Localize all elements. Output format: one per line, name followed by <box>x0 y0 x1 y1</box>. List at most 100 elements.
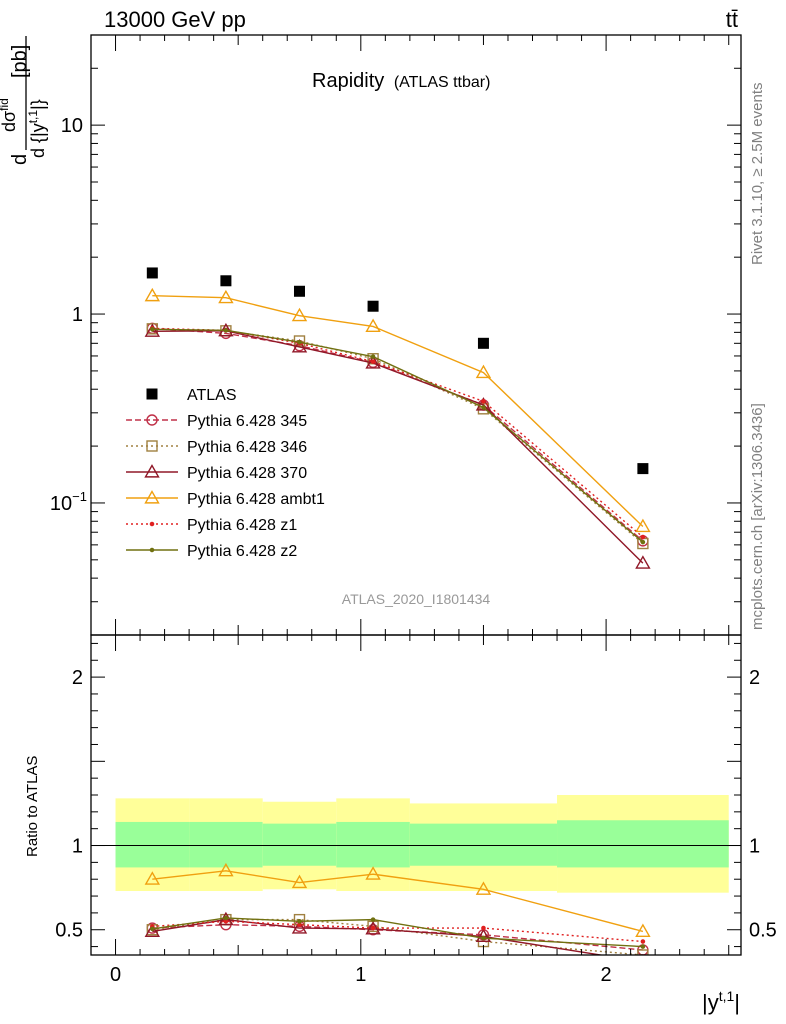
legend-label-p346: Pythia 6.428 346 <box>187 439 307 456</box>
ratio-y-tick-label: 2 <box>72 667 83 689</box>
legend-marker-z1 <box>149 521 155 527</box>
point-z2 <box>370 354 376 359</box>
svg-text:d: d <box>9 154 31 165</box>
x-axis-label: |yt,1| <box>702 988 740 1015</box>
ratio-y-tick-label-right: 0.5 <box>749 920 777 942</box>
axes: 10 1 10−1 2 2 1 1 0.5 0.5 0 1 2 <box>50 34 777 986</box>
main-y-axis-label: d dσfid d {|yt,1|} [pb] <box>0 36 48 165</box>
ratio-series-ambt1 <box>152 870 644 933</box>
y-tick-label: 1 <box>72 304 83 326</box>
point-ambt1 <box>365 318 381 332</box>
point-p370 <box>635 555 651 569</box>
series-line-p370 <box>152 330 644 564</box>
header-left: 13000 GeV pp <box>104 7 246 32</box>
ratio-point-z2 <box>640 944 646 949</box>
ratio-band-inner <box>115 821 190 868</box>
ratio-series-z1 <box>152 920 643 943</box>
point-ambt1 <box>635 518 651 533</box>
legend-marker-ambt1 <box>144 490 160 504</box>
point-ambt1 <box>144 287 161 302</box>
x-tick-label: 1 <box>355 964 366 986</box>
ratio-point-ambt1 <box>218 862 234 877</box>
ratio-y-tick-label: 0.5 <box>55 920 83 942</box>
ratio-point-ambt1 <box>475 881 492 895</box>
point-z1 <box>640 534 646 540</box>
legend-marker-z2 <box>149 547 155 553</box>
ratio-point-p370 <box>365 920 381 935</box>
point-z2 <box>150 327 155 332</box>
point-ambt1 <box>218 289 234 304</box>
legend-label-z1: Pythia 6.428 z1 <box>187 517 297 534</box>
series-line-p345 <box>152 327 644 542</box>
ratio-y-tick-label-right: 2 <box>749 667 760 689</box>
ratio-point-p370 <box>642 953 644 955</box>
legend: ATLAS Pythia 6.428 345 Pythia 6.428 346 Pyt… <box>126 387 325 560</box>
ratio-band-inner <box>189 821 263 868</box>
legend-marker-atlas <box>146 388 158 400</box>
ratio-point-p370 <box>475 928 492 943</box>
ratio-band-inner <box>557 820 729 868</box>
legend-label-z2: Pythia 6.428 z2 <box>187 543 297 560</box>
plot-title-sub: (ATLAS ttbar) <box>394 74 491 91</box>
point-p370 <box>144 323 161 337</box>
ratio-point-z2 <box>370 917 376 922</box>
point-z2 <box>223 328 229 333</box>
point-ambt1 <box>291 307 308 322</box>
ratio-point-z2 <box>150 926 155 932</box>
series-line-p346 <box>152 328 644 545</box>
ratio-band-inner <box>262 823 337 866</box>
point-z2 <box>640 539 646 545</box>
point-z1 <box>481 399 486 404</box>
series-line-ambt1 <box>152 295 644 528</box>
svg-text:d {|yt,1|}: d {|yt,1|} <box>26 99 48 158</box>
legend-label-data: ATLAS <box>187 387 237 404</box>
ratio-point-z2 <box>481 935 486 941</box>
ratio-point-ambt1 <box>291 874 308 889</box>
legend-marker-p370 <box>144 464 160 478</box>
point-z2 <box>297 339 302 345</box>
ratio-point-p346 <box>637 949 649 955</box>
data-point-atlas <box>637 463 649 475</box>
y-tick-label: 10 <box>61 115 83 137</box>
ratio-point-p370 <box>291 920 308 934</box>
legend-label-p370: Pythia 6.428 370 <box>187 465 307 482</box>
ratio-point-z1 <box>481 925 486 931</box>
ratio-point-ambt1 <box>144 871 161 885</box>
ratio-band-inner <box>336 821 410 868</box>
ratio-point-z1 <box>370 925 376 931</box>
x-tick-label: 2 <box>601 964 612 986</box>
analysis-id: ATLAS_2020_I1801434 <box>342 591 491 607</box>
header-right: tt̄ <box>726 7 738 32</box>
data-point-atlas <box>146 267 158 279</box>
series-line-z2 <box>152 328 644 543</box>
y-tick-label-exp: −1 <box>72 489 87 504</box>
ratio-point-ambt1 <box>365 866 381 880</box>
x-tick-label: 0 <box>110 964 121 986</box>
data-point-atlas <box>220 275 232 287</box>
ratio-point-z2 <box>223 915 229 921</box>
plot-title-main: Rapidity <box>312 70 384 92</box>
data-point-atlas <box>477 337 489 349</box>
legend-marker-p346 <box>146 440 158 452</box>
point-p346 <box>477 403 490 415</box>
ratio-y-tick-label: 1 <box>72 836 83 858</box>
legend-label-p345: Pythia 6.428 345 <box>187 413 307 430</box>
y-tick-label: 10−1 <box>50 489 87 515</box>
side-label-mcplots: mcplots.cern.ch [arXiv:1306.3436] <box>749 403 766 630</box>
legend-marker-p345 <box>146 414 158 426</box>
ratio-point-z2 <box>297 919 302 924</box>
point-p370 <box>291 338 308 353</box>
ratio-point-p370 <box>144 923 161 937</box>
point-z1 <box>370 359 376 364</box>
svg-text:[pb]: [pb] <box>9 45 31 78</box>
ratio-series-z2 <box>152 917 643 948</box>
ratio-y-tick-label-right: 1 <box>749 836 760 858</box>
point-z2 <box>481 405 486 410</box>
data-point-atlas <box>293 285 305 297</box>
ratio-band-inner <box>409 823 558 866</box>
ratio-point-z1 <box>640 939 646 944</box>
ratio-plot-area <box>91 795 741 955</box>
point-ambt1 <box>475 364 492 379</box>
data-point-atlas <box>367 300 379 312</box>
